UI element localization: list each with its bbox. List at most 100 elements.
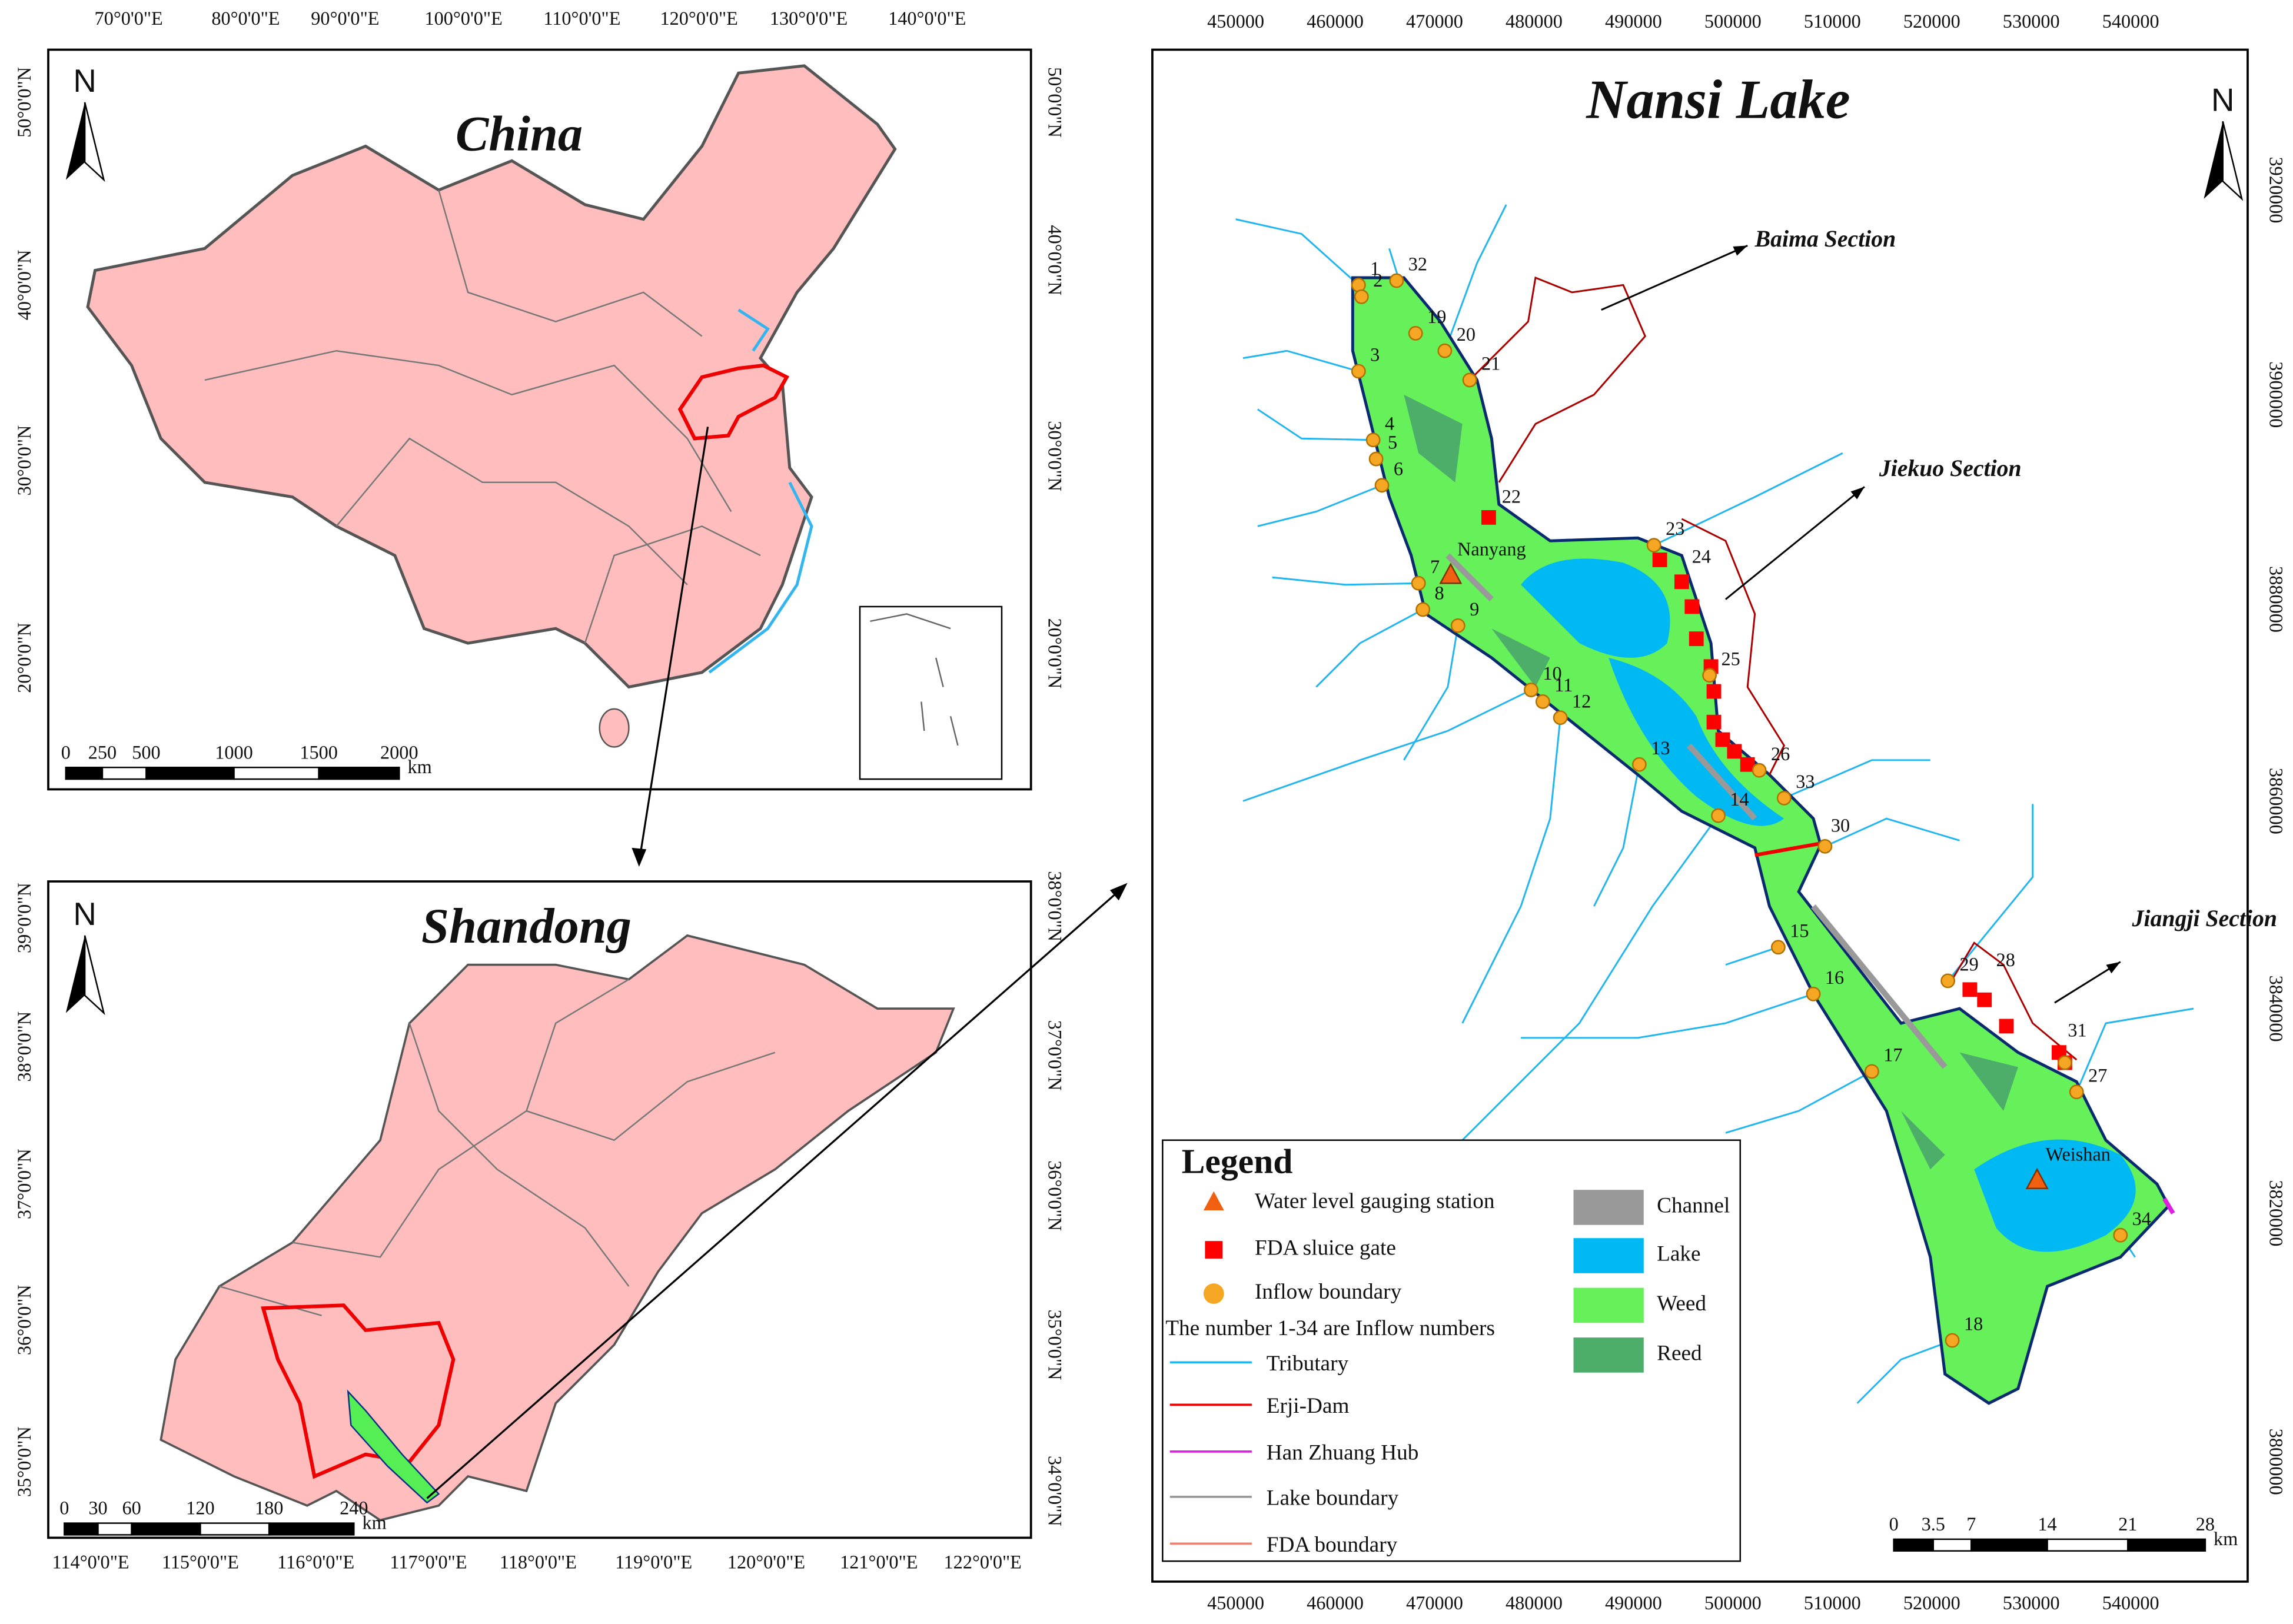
tributaries [1235,204,2194,1404]
nansi-small [347,1389,440,1504]
inflow-label: 16 [1825,967,1844,988]
panel-title: China [456,107,583,161]
scale-label: 0 [1889,1513,1899,1535]
lon-label: 110°0'0"E [543,8,620,29]
scale-bar [131,1522,201,1536]
lon-label: 116°0'0"E [277,1552,354,1573]
inflow-point [1770,940,1786,955]
lat-label: 20°0'0"N [1045,618,1066,689]
inflow-label: 3 [1370,344,1380,365]
lon-label: 120°0'0"E [660,8,738,29]
inflow-point [1351,364,1366,379]
inflow-label: 7 [1430,556,1440,577]
erji-dam [1754,841,1821,857]
y-label: 3860000 [2265,768,2287,834]
inflow-label: 29 [1959,953,1978,974]
tributary [1593,764,1640,907]
legend-symbol [1203,1191,1224,1210]
inflow-point [1374,478,1390,493]
x-label: 480000 [1506,11,1563,32]
lon-label: 114°0'0"E [52,1552,129,1573]
sluice-gate [1674,574,1689,590]
x-label: 470000 [1406,1592,1463,1613]
shandong-outline [159,934,955,1522]
legend-label: Weed [1657,1292,1706,1316]
scale-bar [2126,1538,2206,1552]
scale-bar [1970,1538,2048,1552]
scale-label: 500 [132,741,160,763]
inflow-label: 11 [1554,674,1573,695]
legend-label: Tributary [1267,1352,1349,1376]
inflow-label: 8 [1434,582,1444,603]
inflow-point [1776,790,1792,806]
north-arrow [84,935,105,1016]
scale-label: 250 [88,741,117,763]
inflow-points [1351,273,2128,1348]
inflow-label: 1 [1370,258,1380,279]
tributary [1272,576,1419,586]
tributary [1725,946,1779,966]
lat-label: 35°0'0"N [1045,1310,1066,1380]
tributary [1444,204,1507,351]
legend-label: FDA sluice gate [1255,1236,1396,1260]
inflow-point [2113,1227,2128,1243]
inflow-label: 4 [1385,412,1394,434]
x-label: 530000 [2003,11,2060,32]
section-label: Baima Section [1754,226,1896,252]
lat-label: 40°0'0"N [14,250,35,321]
inflow-point [1864,1064,1879,1079]
lat-label: 20°0'0"N [14,623,35,693]
scale-label: 3.5 [1922,1513,1945,1535]
legend-swatch [1573,1337,1644,1373]
arrow-head [2106,961,2121,974]
labels: China N 70°0'0"E 80°0'0"E 90°0'0"E 100°0'0"E 1… [14,8,2287,1613]
lake-weed [1351,276,2171,1405]
lon-label: 119°0'0"E [615,1552,692,1573]
scale-label: 0 [59,1497,69,1519]
lat-label: 30°0'0"N [14,425,35,496]
inset-frame [859,605,1003,780]
tributary [1783,759,1930,799]
legend-label: Channel [1657,1194,1730,1218]
x-label: 470000 [1406,11,1463,32]
legend-symbol [1205,1241,1223,1259]
inflow-label: 19 [1427,306,1446,327]
inflow-point [1524,683,1538,697]
inflow-label: 17 [1883,1044,1902,1066]
legend-note: The number 1-34 are Inflow numbers [1165,1316,1495,1340]
panel-title: Shandong [421,899,632,954]
inflow-label: 31 [2068,1019,2086,1040]
inflow-point [1631,757,1647,772]
inflow-label: 23 [1666,518,1684,539]
scale-bar [64,1522,99,1536]
lat-label: 37°0'0"N [14,1149,35,1219]
link-arrow [426,886,1124,1499]
scale-label: 7 [1966,1513,1976,1535]
inflow-point [1646,538,1661,553]
inflow-label: 30 [1831,814,1850,836]
inflow-point [1711,808,1726,823]
lon-label: 70°0'0"E [95,8,163,29]
inflow-point [1806,986,1821,1001]
inflow-label: 22 [1502,486,1521,507]
sluice-gate [1999,1019,2014,1034]
inflow-label: 6 [1394,458,1403,479]
legend-symbol [1203,1283,1224,1304]
inflow-point [1450,618,1465,633]
lat-label: 34°0'0"N [1045,1456,1066,1526]
sluice-gate [1727,744,1742,759]
scale-label: 21 [2118,1513,2137,1535]
legend-swatch [1573,1190,1644,1225]
inflow-point [2057,1055,2072,1070]
legend-swatch [1573,1287,1644,1323]
scale-bar [2046,1538,2129,1552]
china-outline [86,64,897,689]
legend-label: Reed [1657,1341,1702,1365]
lon-label: 140°0'0"E [888,8,966,29]
shandong-panel [47,880,1032,1539]
scale-label: 30 [88,1497,107,1519]
scale-bar [268,1522,355,1536]
tributary [1235,218,1360,286]
inflow-label: 5 [1388,432,1397,453]
y-label: 3880000 [2265,566,2287,633]
